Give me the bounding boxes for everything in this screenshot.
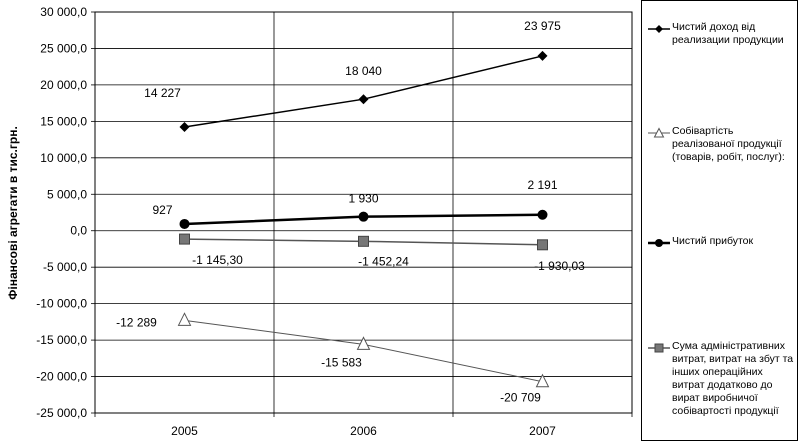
y-tick-label: -10 000,0 xyxy=(36,297,87,311)
legend-circle-marker-icon xyxy=(648,239,670,247)
data-label-net-income: 14 227 xyxy=(144,86,181,100)
series-line-cost-of-sales xyxy=(184,319,543,383)
data-point-net-income xyxy=(179,121,190,132)
y-tick-label: 30 000,0 xyxy=(40,5,87,19)
chart-legend: Чистий доход від реализации продукции Со… xyxy=(641,0,798,441)
data-point-cost-of-sales xyxy=(356,336,371,350)
y-tick-label: 0,0 xyxy=(70,224,87,238)
data-point-cost-of-sales xyxy=(535,373,550,388)
data-point-net-profit xyxy=(179,218,190,229)
data-label-cost-of-sales: -20 709 xyxy=(500,391,541,405)
x-tick-label: 2005 xyxy=(171,424,198,438)
data-label-net-income: 23 975 xyxy=(524,19,561,33)
data-label-admin-expenses: -1 452,24 xyxy=(358,254,409,268)
y-tick-label: 10 000,0 xyxy=(40,151,87,165)
legend-label-net-profit: Чистий прибуток xyxy=(672,235,754,247)
y-tick-label: 5 000,0 xyxy=(47,187,87,201)
data-point-admin-expenses xyxy=(179,233,190,245)
data-point-net-income xyxy=(537,50,548,61)
plot-area-border xyxy=(94,11,633,414)
y-tick-label: 15 000,0 xyxy=(40,114,87,128)
data-point-net-profit xyxy=(537,209,548,220)
data-label-cost-of-sales: -15 583 xyxy=(321,355,362,369)
data-point-admin-expenses xyxy=(358,235,369,247)
data-label-net-income: 18 040 xyxy=(345,64,382,78)
data-label-net-profit: 2 191 xyxy=(527,178,557,192)
y-tick-label: -5 000,0 xyxy=(43,260,87,274)
y-tick-label: 20 000,0 xyxy=(40,78,87,92)
legend-square-marker-icon xyxy=(648,343,670,353)
x-tick-label: 2007 xyxy=(529,424,556,438)
legend-label-net-income: Чистий доход від реализации продукции xyxy=(672,21,784,46)
data-label-admin-expenses: -1 930,03 xyxy=(534,259,585,273)
data-point-admin-expenses xyxy=(537,239,548,251)
data-label-net-profit: 927 xyxy=(152,203,172,217)
data-label-net-profit: 1 930 xyxy=(348,192,378,206)
legend-triangle-marker-icon xyxy=(648,127,670,138)
chart-plot: 30 000,0 25 000,0 20 000,0 15 000,0 10 000,0… xyxy=(36,5,633,438)
y-tick-label: 25 000,0 xyxy=(40,41,87,55)
data-point-cost-of-sales xyxy=(177,312,192,326)
y-axis-label: Фінансові агрегати в тис.грн. xyxy=(6,126,20,300)
y-tick-label: -20 000,0 xyxy=(36,370,87,384)
data-label-cost-of-sales: -12 289 xyxy=(116,315,157,329)
y-tick-label: -25 000,0 xyxy=(36,406,87,420)
data-label-admin-expenses: -1 145,30 xyxy=(192,253,243,267)
data-point-net-profit xyxy=(358,211,369,222)
legend-label-cost-of-sales: Собівартість реалізованої продукції (тов… xyxy=(672,125,785,163)
legend-label-admin-expenses: Сума адміністративних витрат, витрат на … xyxy=(672,340,794,417)
legend-diamond-marker-icon xyxy=(648,25,670,33)
x-tick-label: 2006 xyxy=(350,424,377,438)
data-point-net-income xyxy=(358,94,369,105)
y-tick-label: -15 000,0 xyxy=(36,333,87,347)
